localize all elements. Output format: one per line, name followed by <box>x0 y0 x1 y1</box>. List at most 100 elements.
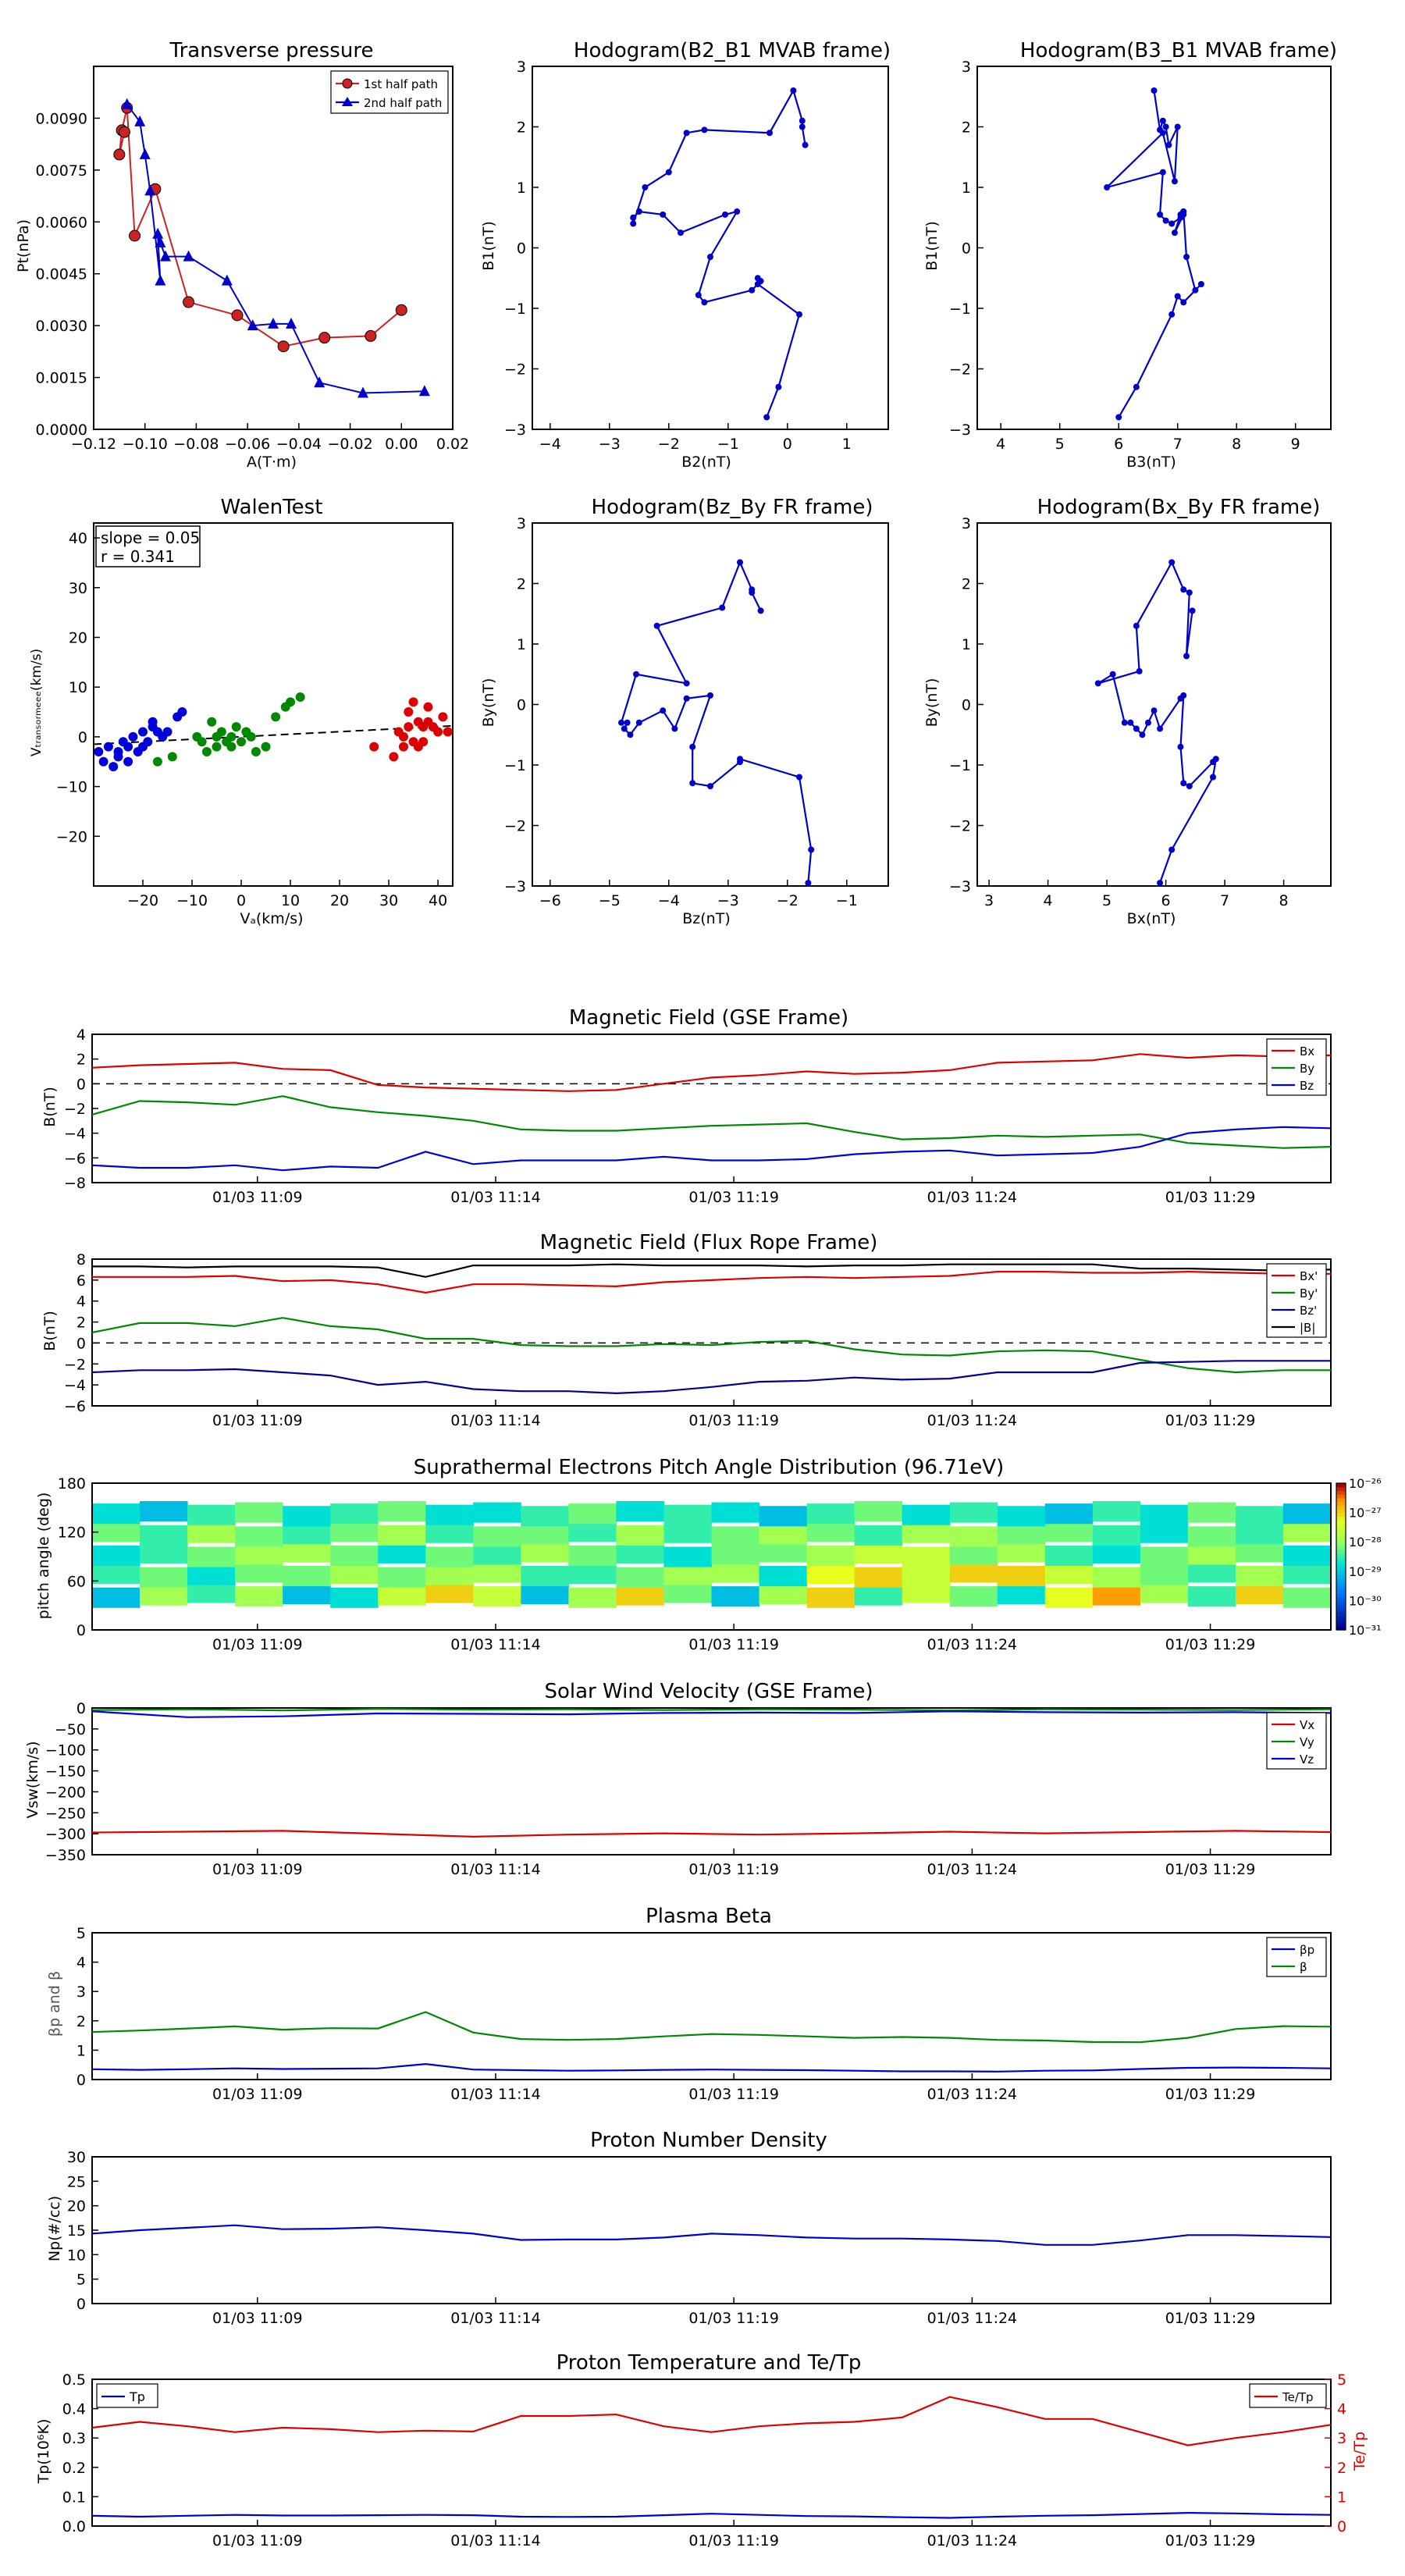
pad-cell <box>330 1563 379 1584</box>
pad-cell <box>711 1562 760 1583</box>
pad-cell <box>616 1542 664 1564</box>
h1-xtick-label: 0 <box>783 436 792 453</box>
fr-legend-label: Bz' <box>1300 1304 1317 1318</box>
vsw-series-Vx-line <box>91 1830 1332 1838</box>
tp-ytick-label: 0.0090 <box>36 110 87 127</box>
walen-point-group-2 <box>226 731 237 742</box>
pad-cell <box>140 1500 188 1522</box>
h4-ylabel: By(nT) <box>923 678 941 728</box>
fr-legend-label: |B| <box>1300 1321 1315 1335</box>
fr-xtick-label: 01/03 11:29 <box>1165 1412 1256 1429</box>
h4-point <box>1094 680 1101 687</box>
h2-point <box>1168 220 1176 227</box>
tp-legend-marker <box>342 78 353 89</box>
tp-ytick-label: 0.0000 <box>36 422 87 439</box>
h1-xlabel: B2(nT) <box>681 454 731 471</box>
temp-ytick-label: 0.4 <box>62 2401 86 2418</box>
h1-point <box>734 208 741 215</box>
pad-cell <box>759 1506 808 1527</box>
pad-cell <box>235 1544 283 1565</box>
pad-cell <box>1235 1566 1284 1587</box>
mag-legend-label: Bx <box>1300 1044 1314 1059</box>
walen-point-group-1 <box>98 756 108 767</box>
vsw-ylabel: Vsw(km/s) <box>24 1741 41 1818</box>
h2-xtick-label: 9 <box>1291 436 1300 453</box>
pad-cell <box>140 1542 188 1564</box>
h4-xlabel: Bx(nT) <box>1127 910 1176 927</box>
h4-xtick-label: 3 <box>984 892 994 909</box>
pad-cell <box>92 1545 140 1567</box>
temp-series-Tp-line <box>91 2511 1332 2519</box>
fr-title: Magnetic Field (Flux Rope Frame) <box>540 1231 878 1254</box>
tp-point <box>113 148 126 161</box>
pad-colorbar-segment <box>1336 1626 1346 1631</box>
np-ytick-label: 20 <box>67 2198 86 2215</box>
h4-point <box>1127 719 1134 726</box>
walen-point-group-2 <box>246 731 256 742</box>
h2-ytick-label: −2 <box>949 361 971 379</box>
temp-ytick-label: 0.0 <box>62 2518 86 2535</box>
pad-cell <box>235 1586 283 1607</box>
h3-ytick-label: −3 <box>504 878 526 895</box>
h4-point <box>1180 586 1187 593</box>
pad-cell <box>521 1583 569 1605</box>
fr-series-Bx-line <box>92 1270 1331 1294</box>
pad-xtick-label: 01/03 11:19 <box>688 1636 779 1653</box>
h1-point <box>749 286 756 294</box>
walen-point-group-1 <box>148 717 158 727</box>
h3-xtick-label: −5 <box>599 892 621 909</box>
temp-title: Proton Temperature and Te/Tp <box>557 2351 862 2375</box>
walen-point-group-2 <box>231 722 241 732</box>
mag-ylabel: B(nT) <box>41 1087 59 1127</box>
pad-cell <box>949 1544 998 1565</box>
pad-cell <box>663 1546 712 1567</box>
h3-point <box>737 559 743 566</box>
h1-xtick-label: 1 <box>842 436 852 453</box>
temp-frame <box>91 2379 1332 2527</box>
pad-cell <box>1187 1544 1236 1565</box>
h3-point <box>671 725 678 732</box>
pad-xtick-label: 01/03 11:09 <box>212 1636 303 1653</box>
h2-xlabel: B3(nT) <box>1126 454 1176 471</box>
pad-cell <box>568 1587 617 1608</box>
pad-colorbar-segment <box>1336 1538 1346 1542</box>
walen-point-group-2 <box>201 747 212 757</box>
pad-colorbar-segment <box>1336 1607 1346 1613</box>
pad-cell <box>140 1525 188 1546</box>
h3-point <box>683 695 690 702</box>
tp-frame <box>93 66 454 430</box>
pad-colorbar-segment <box>1336 1564 1346 1568</box>
h4-point <box>1186 783 1193 790</box>
pad-cell <box>1282 1587 1332 1608</box>
pad-cell <box>187 1564 236 1585</box>
pad-cell <box>663 1504 712 1525</box>
h2-point <box>1133 383 1140 390</box>
pad-colorbar-label: 10⁻²⁷ <box>1349 1506 1382 1521</box>
fr-ytick-label: 4 <box>76 1293 86 1311</box>
tp-xtick-label: 0.02 <box>436 436 469 453</box>
walen-point-group-2 <box>212 742 222 752</box>
h1-point <box>630 214 637 221</box>
pad-cell <box>997 1524 1046 1545</box>
tp-legend-label: 1st half path <box>364 77 438 91</box>
pad-cell <box>1092 1542 1141 1564</box>
pad-cell <box>1140 1522 1189 1543</box>
pad-cell <box>854 1500 903 1522</box>
pad-frame <box>91 1482 1332 1631</box>
h2-ytick-label: −3 <box>949 422 971 439</box>
h2-xtick-label: 6 <box>1114 436 1123 453</box>
h4-point <box>1151 707 1158 714</box>
h1-ytick-label: 3 <box>517 59 526 76</box>
beta-xtick-label: 01/03 11:29 <box>1165 2086 1256 2103</box>
tp-point <box>183 250 194 262</box>
pad-cell <box>473 1544 521 1565</box>
pad-cell <box>1282 1563 1332 1584</box>
pad-cell <box>663 1582 712 1603</box>
pad-colorbar-segment <box>1336 1567 1346 1572</box>
h1-point <box>678 229 684 237</box>
pad-colorbar-segment <box>1336 1527 1346 1532</box>
pad-cell <box>235 1526 283 1547</box>
walen-annotation-r: r = 0.341 <box>101 547 175 566</box>
fr-series-By-line <box>91 1317 1331 1374</box>
temp-ytick-label: 0.2 <box>62 2460 86 2477</box>
